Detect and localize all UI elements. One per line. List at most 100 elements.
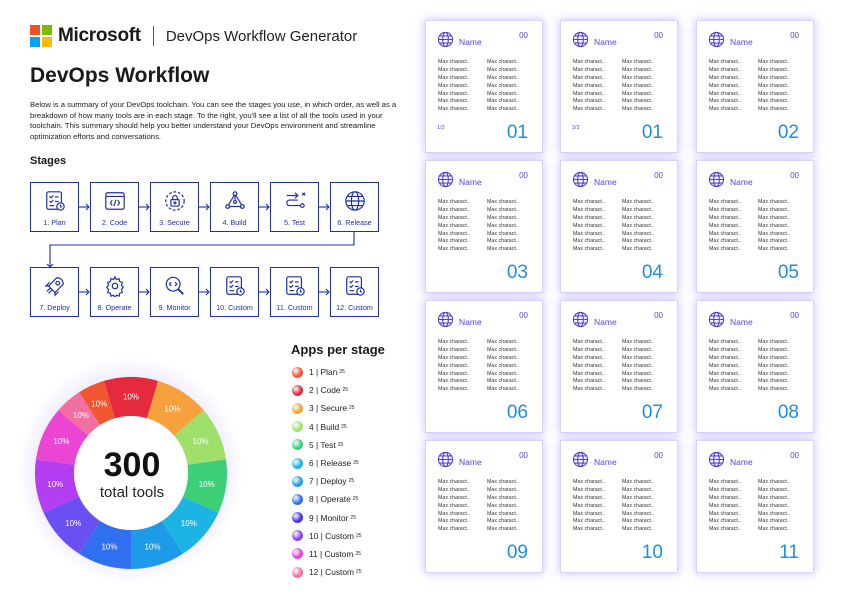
card-count: 00 [519, 451, 528, 460]
card-rows: Max charact.. Max charact.. Max charact.. M… [438, 339, 536, 392]
stage-box-1[interactable]: 1. Plan [30, 182, 79, 232]
card-row-text: Max charact.. [487, 106, 519, 113]
stage-label: 5. Test [283, 218, 306, 227]
globe-icon [572, 311, 589, 328]
checklist-icon [284, 275, 306, 297]
donut-segment-12 [79, 380, 115, 426]
card-rows: Max charact.. Max charact.. Max charact.. M… [573, 339, 671, 392]
stage-box-8[interactable]: 8. Operate [90, 267, 139, 317]
stage-box-12[interactable]: 12. Custom [330, 267, 379, 317]
legend-count: 25 [355, 550, 361, 557]
card-row-text: Max charact.. [487, 74, 519, 81]
tool-card[interactable]: Name 00 Max charact.. Max charact.. Max char… [696, 160, 814, 293]
card-name: Name [594, 37, 617, 47]
card-row-text: Max charact.. [438, 502, 470, 509]
card-row-text: Max charact.. [758, 370, 790, 377]
card-row-text: Max charact.. [438, 246, 470, 253]
card-row-text: Max charact.. [758, 502, 790, 509]
stage-box-11[interactable]: 11. Custom [270, 267, 319, 317]
legend-item: 8 | Operate 25 [292, 490, 362, 508]
donut-segment-5 [161, 496, 219, 554]
stage-box-7[interactable]: 7. Deploy [30, 267, 79, 317]
card-row-text: Max charact.. [709, 82, 741, 89]
card-row-text: Max charact.. [487, 346, 519, 353]
card-row-text: Max charact.. [709, 362, 741, 369]
tool-card[interactable]: Name 00 Max charact.. Max charact.. Max char… [425, 440, 543, 573]
stage-box-5[interactable]: 5. Test [270, 182, 319, 232]
donut-segment-label: 10% [145, 542, 161, 551]
checklist-icon [224, 275, 246, 297]
legend-count: 25 [356, 532, 362, 539]
card-row-text: Max charact.. [709, 339, 741, 345]
tool-card[interactable]: Name 00 Max charact.. Max charact.. Max char… [560, 440, 678, 573]
donut-segment-7 [79, 520, 131, 569]
stage-label: 2. Code [101, 218, 128, 227]
card-row-text: Max charact.. [622, 362, 654, 369]
globe-icon [708, 451, 725, 468]
header: Microsoft DevOps Workflow Generator [30, 24, 357, 48]
tool-card[interactable]: Name 00 Max charact.. Max charact.. Max char… [425, 300, 543, 433]
legend-color-dot [292, 530, 303, 542]
stage-box-2[interactable]: 2. Code [90, 182, 139, 232]
tool-card[interactable]: Name 00 Max charact.. Max charact.. Max char… [560, 20, 678, 153]
stage-box-4[interactable]: 4. Build [210, 182, 259, 232]
card-row-text: Max charact.. [573, 518, 605, 525]
tool-card[interactable]: Name 00 Max charact.. Max charact.. Max char… [696, 20, 814, 153]
card-row-text: Max charact.. [573, 66, 605, 73]
donut-segment-8 [43, 496, 101, 554]
card-row-text: Max charact.. [709, 526, 741, 533]
stage-box-10[interactable]: 10. Custom [210, 267, 259, 317]
card-row-text: Max charact.. [758, 214, 790, 221]
donut-segment-10 [35, 410, 88, 465]
tool-card[interactable]: Name 00 Max charact.. Max charact.. Max char… [425, 160, 543, 293]
card-row-text: Max charact.. [573, 106, 605, 113]
card-row-text: Max charact.. [709, 238, 741, 245]
card-row-text: Max charact.. [573, 230, 605, 237]
card-name: Name [594, 177, 617, 187]
legend-item: 3 | Secure 25 [292, 399, 362, 417]
card-row-text: Max charact.. [622, 246, 654, 253]
header-divider [152, 26, 154, 46]
stage-box-3[interactable]: 3. Secure [150, 182, 199, 232]
card-count: 00 [654, 451, 663, 460]
card-row-text: Max charact.. [573, 510, 605, 517]
card-row-text: Max charact.. [622, 526, 654, 533]
card-row-text: Max charact.. [622, 238, 654, 245]
microsoft-logo-icon [30, 25, 52, 47]
card-row-text: Max charact.. [758, 98, 790, 105]
card-row-text: Max charact.. [438, 74, 470, 81]
card-count: 00 [519, 311, 528, 320]
legend-color-dot [292, 384, 303, 396]
card-row-text: Max charact.. [758, 526, 790, 533]
card-row-text: Max charact.. [622, 378, 654, 385]
card-row-text: Max charact.. [622, 518, 654, 525]
card-row-text: Max charact.. [709, 199, 741, 205]
stage-box-6[interactable]: 6. Release [330, 182, 379, 232]
tool-card[interactable]: Name 00 Max charact.. Max charact.. Max char… [696, 300, 814, 433]
legend-color-dot [292, 475, 303, 487]
card-name: Name [730, 37, 753, 47]
legend-item: 9 | Monitor 25 [292, 509, 362, 527]
globe-icon [572, 171, 589, 188]
tool-card[interactable]: Name 00 Max charact.. Max charact.. Max char… [560, 160, 678, 293]
card-row-text: Max charact.. [709, 479, 741, 485]
card-name: Name [459, 37, 482, 47]
donut-segment-label: 10% [91, 399, 107, 408]
card-count: 00 [790, 171, 799, 180]
tool-card[interactable]: Name 00 Max charact.. Max charact.. Max char… [425, 20, 543, 153]
card-row-text: Max charact.. [758, 90, 790, 97]
stage-box-9[interactable]: 9. Monitor [150, 267, 199, 317]
donut-segment-6 [131, 520, 183, 569]
card-row-text: Max charact.. [709, 518, 741, 525]
card-row-text: Max charact.. [622, 370, 654, 377]
tool-card[interactable]: Name 00 Max charact.. Max charact.. Max char… [696, 440, 814, 573]
card-row-text: Max charact.. [438, 346, 470, 353]
stage-label: 9. Monitor [158, 303, 191, 312]
card-row-text: Max charact.. [487, 502, 519, 509]
card-rows: Max charact.. Max charact.. Max charact.. M… [438, 199, 536, 252]
tool-card[interactable]: Name 00 Max charact.. Max charact.. Max char… [560, 300, 678, 433]
card-row-text: Max charact.. [573, 98, 605, 105]
card-row-text: Max charact.. [709, 378, 741, 385]
card-row-text: Max charact.. [438, 526, 470, 533]
brand-name: Microsoft [58, 25, 141, 46]
